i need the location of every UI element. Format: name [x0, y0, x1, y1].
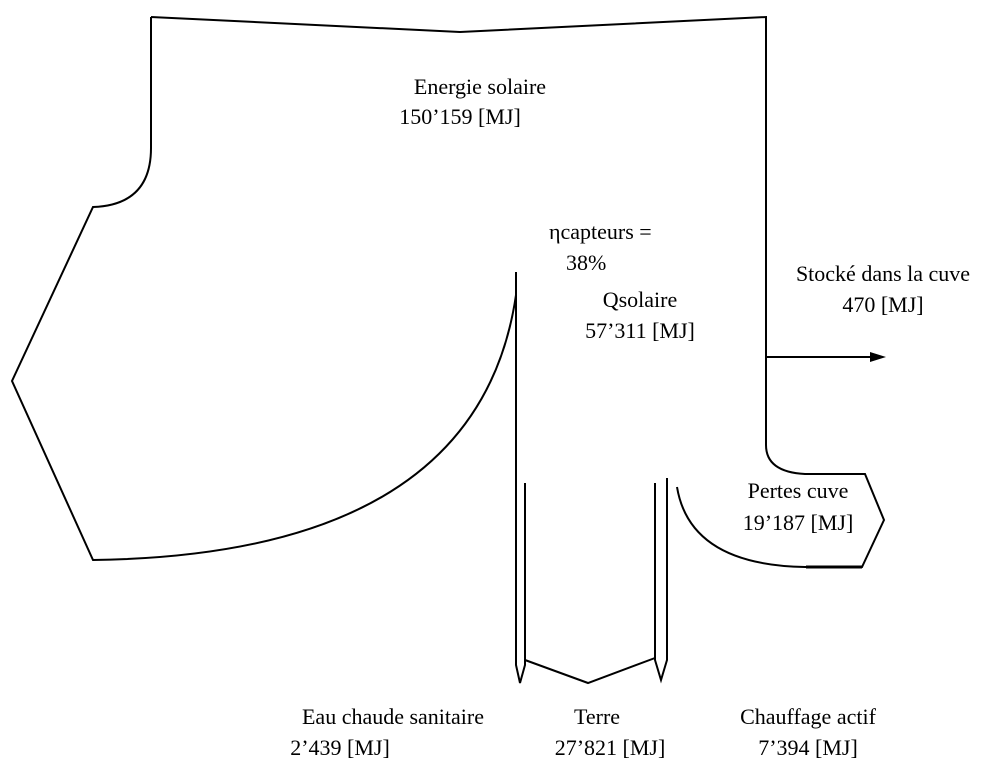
domestic-hot-water-value: 2’439 [MJ] — [290, 735, 390, 760]
stored-in-tank-label: Stocké dans la cuve — [796, 261, 970, 286]
ground-label: Terre — [574, 704, 620, 729]
q-solar-label: Qsolaire — [603, 287, 678, 312]
tank-losses-label: Pertes cuve — [748, 478, 849, 503]
ground-flow-outline — [524, 657, 656, 685]
active-heating-value: 7’394 [MJ] — [758, 735, 858, 760]
tank-losses-value: 19’187 [MJ] — [743, 510, 854, 535]
solar-energy-flow-outline — [10, 15, 767, 562]
tank-losses-flow-outline — [676, 444, 886, 568]
domestic-hot-water-label: Eau chaude sanitaire — [302, 704, 484, 729]
q-solar-flow-outline — [515, 295, 526, 684]
active-heating-flow-outline — [654, 478, 668, 684]
stored-arrow-head — [870, 352, 886, 362]
active-heating-label: Chauffage actif — [740, 704, 876, 729]
collector-efficiency-label: ηcapteurs = — [549, 219, 652, 244]
solar-energy-value: 150’159 [MJ] — [399, 104, 521, 129]
solar-energy-label: Energie solaire — [414, 74, 546, 99]
stored-in-tank-value: 470 [MJ] — [842, 292, 923, 317]
collector-efficiency-value: 38% — [566, 250, 606, 275]
ground-value: 27’821 [MJ] — [555, 735, 666, 760]
q-solar-value: 57’311 [MJ] — [585, 318, 695, 343]
